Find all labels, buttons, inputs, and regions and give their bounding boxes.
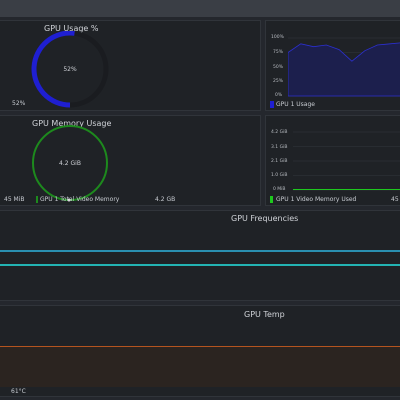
y-tick: 50% (273, 65, 284, 70)
gpu-usage-area-chart (288, 37, 400, 97)
gpu-usage-gauge: 52% (31, 31, 109, 108)
frequency-line-2 (0, 264, 400, 266)
top-toolbar (0, 0, 400, 17)
legend-swatch (270, 101, 274, 108)
gpu-frequencies-panel: GPU Frequencies (0, 210, 400, 301)
legend-value: 45 (391, 196, 399, 203)
legend-label: GPU 1 Video Memory Used (276, 196, 357, 203)
memory-footer-left: 45 MiB (4, 196, 25, 203)
gpu-usage-panel: GPU Usage % 52% 52% (0, 20, 261, 111)
y-tick: 0 MiB (273, 187, 286, 192)
panel-title: GPU Frequencies (231, 214, 299, 223)
panel-title: GPU Memory Usage (32, 119, 112, 128)
gpu-memory-line-chart (293, 131, 400, 191)
gpu-usage-chart-panel: 100% 75% 50% 25% 0% GPU 1 Usage (265, 20, 400, 111)
legend-label: GPU 1 Usage (276, 101, 315, 108)
temp-value: 61°C (11, 388, 26, 395)
usage-bottom-value: 52% (12, 100, 26, 107)
legend-swatch (36, 196, 38, 203)
memory-footer-right: 4.2 GB (155, 196, 176, 203)
y-tick: 4.2 GiB (271, 130, 288, 135)
y-tick: 1.0 GiB (271, 173, 288, 178)
y-tick: 3.1 GiB (271, 145, 288, 150)
gpu-memory-chart-panel: 4.2 GiB 3.1 GiB 2.1 GiB 1.0 GiB 0 MiB GP… (265, 115, 400, 206)
memory-footer-legend: GPU 1 Total Video Memory (40, 196, 120, 203)
gauge-value: 52% (63, 66, 77, 73)
gpu-usage-area (288, 42, 400, 97)
legend-swatch (270, 196, 273, 203)
panel-title: GPU Temp (244, 310, 285, 319)
gpu-memory-panel: GPU Memory Usage 4.2 GiB 45 MiB GPU 1 To… (0, 115, 261, 206)
gauge-value: 4.2 GiB (59, 160, 81, 167)
panel-title: GPU Usage % (44, 24, 99, 33)
y-tick: 0% (275, 93, 283, 98)
y-tick: 75% (273, 50, 284, 55)
y-tick: 25% (273, 79, 284, 84)
gpu-memory-gauge: 4.2 GiB (32, 125, 108, 202)
temp-area (0, 346, 400, 387)
frequency-line-1 (0, 250, 400, 252)
y-tick: 100% (271, 35, 284, 40)
y-tick: 2.1 GiB (271, 159, 288, 164)
gpu-usage-arc (31, 31, 75, 108)
gpu-temp-panel: GPU Temp 61°C (0, 305, 400, 397)
